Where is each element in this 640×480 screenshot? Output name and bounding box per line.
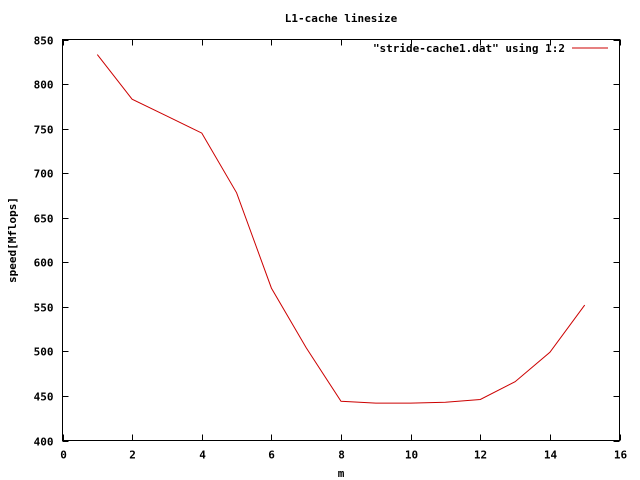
y-tick-label: 800: [34, 79, 54, 92]
axis-ticks: [62, 39, 621, 442]
y-tick-label: 400: [34, 436, 54, 449]
series-layer: [96, 54, 586, 404]
legend: "stride-cache1.dat" using 1:2: [373, 42, 608, 55]
x-tick-label: 8: [338, 449, 345, 462]
y-tick-label: 600: [34, 257, 54, 270]
x-tick-label: 10: [405, 449, 418, 462]
y-tick-label: 750: [34, 124, 54, 137]
x-axis-label: m: [338, 467, 345, 480]
y-tick-label: 550: [34, 302, 54, 315]
y-tick-label: 450: [34, 391, 54, 404]
y-axis-label: speed[Mflops]: [6, 197, 19, 283]
plot-area-border: [62, 39, 620, 441]
y-axis-tick-labels: 400 450 500 550 600 650 700 750 800 850: [34, 35, 54, 449]
x-tick-label: 0: [60, 449, 67, 462]
x-tick-label: 16: [614, 449, 628, 462]
series-line: [96, 54, 586, 404]
legend-label: "stride-cache1.dat" using 1:2: [373, 42, 565, 55]
x-axis-tick-labels: 0 2 4 6 8 10 12 14 16: [60, 449, 627, 462]
x-tick-label: 14: [544, 449, 558, 462]
y-tick-label: 500: [34, 346, 54, 359]
y-tick-label: 700: [34, 168, 54, 181]
chart-title: L1-cache linesize: [285, 12, 398, 25]
x-tick-label: 6: [268, 449, 275, 462]
x-tick-label: 2: [129, 449, 136, 462]
y-tick-label: 850: [34, 35, 54, 48]
y-tick-label: 650: [34, 213, 54, 226]
x-tick-label: 4: [199, 449, 206, 462]
x-tick-label: 12: [474, 449, 487, 462]
